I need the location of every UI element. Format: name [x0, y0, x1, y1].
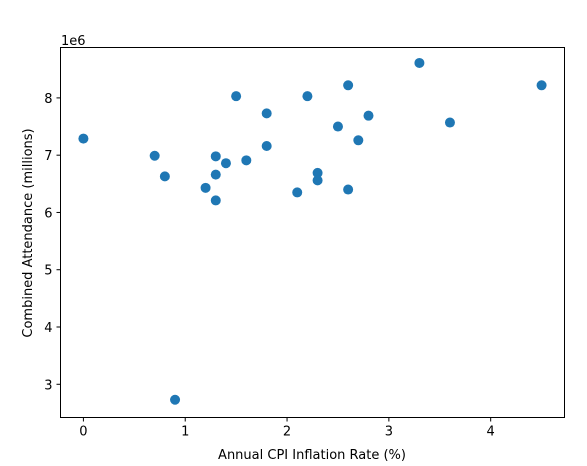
y-axis-ticks: 3 4 5 6 7 8	[44, 92, 61, 393]
data-point	[312, 175, 323, 186]
x-tick-label: 1	[181, 425, 189, 440]
data-point	[312, 167, 323, 178]
data-point	[302, 91, 313, 102]
data-point	[292, 187, 303, 198]
x-tick-label: 2	[283, 425, 291, 440]
data-point	[200, 182, 211, 193]
data-point	[159, 171, 170, 182]
data-point	[414, 57, 425, 68]
x-tick-label: 0	[79, 425, 87, 440]
data-point	[78, 133, 89, 144]
data-point	[210, 151, 221, 162]
y-tick-label: 5	[44, 264, 52, 279]
data-point	[536, 80, 547, 91]
data-point	[261, 108, 272, 119]
y-axis-label: Combined Attendance (millions)	[21, 128, 36, 337]
y-tick-label: 7	[44, 149, 52, 164]
data-point	[241, 155, 252, 166]
data-point	[444, 117, 455, 128]
x-tick-label: 4	[487, 425, 495, 440]
y-offset-label: 1e6	[61, 34, 86, 49]
data-point	[220, 158, 231, 169]
plot-frame	[60, 47, 565, 418]
y-tick-label: 4	[44, 321, 52, 336]
x-tick-label: 3	[385, 425, 393, 440]
data-point	[343, 80, 354, 91]
data-point	[210, 195, 221, 206]
y-tick-label: 8	[44, 92, 52, 107]
y-tick-label: 3	[44, 378, 52, 393]
data-point	[170, 394, 181, 405]
data-point	[343, 184, 354, 195]
data-point	[149, 150, 160, 161]
data-point	[210, 169, 221, 180]
data-points	[78, 57, 547, 405]
data-point	[363, 110, 374, 121]
data-point	[261, 141, 272, 152]
y-tick-label: 6	[44, 206, 52, 221]
x-axis-ticks: 0 1 2 3 4	[79, 417, 495, 440]
data-point	[353, 135, 364, 146]
data-point	[231, 91, 242, 102]
data-point	[332, 121, 343, 132]
x-axis-label: Annual CPI Inflation Rate (%)	[218, 448, 406, 463]
